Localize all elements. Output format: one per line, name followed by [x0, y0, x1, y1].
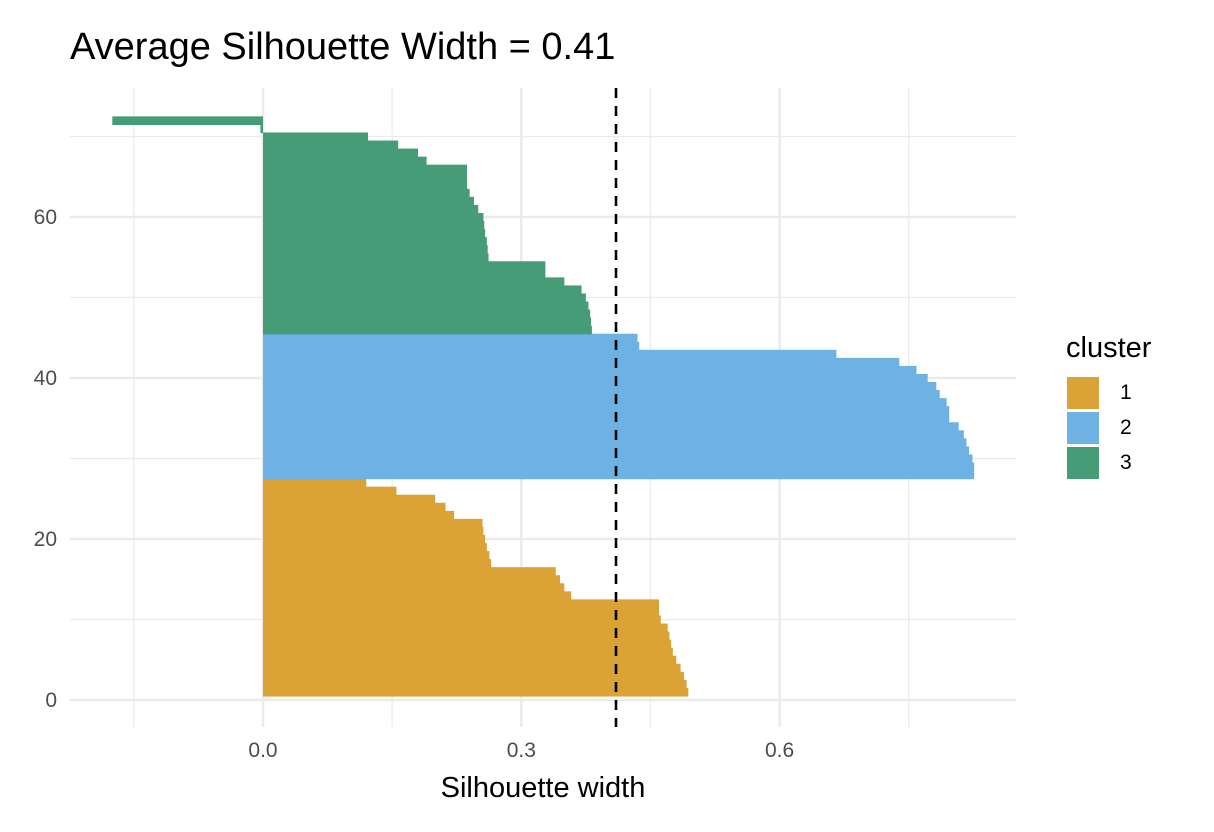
- silhouette-bar-cluster-1: [263, 623, 668, 633]
- silhouette-bar-cluster-3: [263, 309, 591, 319]
- silhouette-bar-cluster-3: [263, 237, 487, 246]
- silhouette-bar-cluster-3: [263, 293, 586, 303]
- silhouette-bar-cluster-3: [263, 229, 486, 238]
- silhouette-bar-cluster-3: [263, 261, 546, 270]
- silhouette-bar-cluster-3: [263, 196, 474, 206]
- silhouette-bar-cluster-1: [263, 494, 436, 504]
- x-tick-label: 0.0: [248, 739, 277, 762]
- silhouette-bar-cluster-3: [263, 277, 565, 287]
- silhouette-bar-cluster-3: [263, 317, 592, 327]
- legend-label-2: 2: [1120, 415, 1132, 439]
- silhouette-bar-cluster-1: [263, 671, 685, 681]
- silhouette-bar-cluster-1: [263, 615, 661, 625]
- legend: cluster 1 2 3: [1066, 332, 1151, 480]
- silhouette-bar-cluster-3: [263, 132, 369, 142]
- silhouette-bar-cluster-3: [112, 116, 263, 126]
- y-tick-label: 40: [34, 367, 57, 390]
- silhouette-bar-cluster-1: [263, 631, 670, 641]
- silhouette-bar-cluster-2: [263, 414, 950, 423]
- legend-label-1: 1: [1120, 380, 1132, 404]
- silhouette-bar-cluster-3: [263, 253, 489, 262]
- silhouette-bar-cluster-2: [263, 470, 975, 480]
- silhouette-bar-cluster-1: [263, 518, 483, 528]
- silhouette-bar-cluster-1: [263, 510, 455, 520]
- y-tick-label: 0: [45, 689, 57, 712]
- legend-title: cluster: [1066, 332, 1152, 364]
- silhouette-bar-cluster-1: [263, 607, 660, 617]
- y-tick-label: 20: [34, 528, 57, 551]
- silhouette-bar-cluster-1: [263, 534, 486, 544]
- silhouette-bar-cluster-3: [263, 172, 468, 182]
- x-tick-label: 0.6: [765, 739, 794, 762]
- silhouette-bar-cluster-1: [263, 543, 487, 552]
- silhouette-bar-cluster-3: [263, 285, 582, 295]
- silhouette-bar-cluster-3: [260, 124, 263, 134]
- silhouette-bar-cluster-3: [263, 148, 418, 158]
- x-axis-label: Silhouette width: [441, 772, 646, 804]
- silhouette-bar-cluster-3: [263, 212, 484, 222]
- silhouette-bar-cluster-1: [263, 599, 660, 609]
- silhouette-bar-cluster-1: [263, 687, 689, 697]
- silhouette-bar-cluster-1: [263, 502, 446, 512]
- silhouette-bar-cluster-1: [263, 575, 561, 584]
- silhouette-bar-cluster-1: [263, 655, 677, 665]
- x-axis-ticks: 0.0 0.3 0.6: [248, 739, 794, 762]
- silhouette-bar-cluster-2: [263, 438, 967, 448]
- silhouette-bar-cluster-3: [263, 204, 479, 214]
- legend-item-3: 3: [1066, 445, 1151, 480]
- y-tick-label: 60: [34, 206, 57, 229]
- silhouette-bar-cluster-2: [263, 422, 959, 431]
- silhouette-bar-cluster-2: [263, 406, 950, 415]
- silhouette-bar-cluster-2: [263, 398, 947, 407]
- legend-swatch-2: [1066, 410, 1100, 445]
- silhouette-bar-cluster-2: [263, 373, 928, 383]
- silhouette-bar-cluster-2: [263, 382, 937, 391]
- silhouette-bar-cluster-3: [263, 301, 589, 311]
- legend-label-3: 3: [1120, 450, 1132, 474]
- silhouette-bar-cluster-2: [263, 390, 940, 399]
- legend-swatch-1: [1066, 375, 1100, 410]
- silhouette-bar-cluster-1: [263, 663, 681, 673]
- silhouette-bar-cluster-3: [263, 325, 592, 335]
- silhouette-bar-cluster-1: [263, 551, 490, 560]
- silhouette-bar-cluster-1: [263, 526, 484, 536]
- silhouette-bars: [112, 116, 975, 697]
- silhouette-bar-cluster-3: [263, 140, 399, 150]
- silhouette-bar-cluster-2: [263, 430, 964, 439]
- silhouette-bar-cluster-3: [263, 156, 427, 166]
- silhouette-bar-cluster-3: [263, 164, 468, 174]
- silhouette-bar-cluster-2: [263, 365, 917, 375]
- silhouette-bar-cluster-1: [263, 486, 397, 496]
- silhouette-bar-cluster-3: [263, 269, 546, 278]
- silhouette-bar-cluster-3: [263, 221, 485, 230]
- silhouette-bar-cluster-2: [263, 333, 638, 343]
- silhouette-bar-cluster-2: [263, 341, 640, 351]
- x-tick-label: 0.3: [507, 739, 536, 762]
- silhouette-bar-cluster-2: [263, 357, 900, 367]
- legend-swatch-3: [1066, 445, 1100, 480]
- silhouette-bar-cluster-1: [263, 639, 672, 649]
- silhouette-bar-cluster-3: [263, 188, 470, 198]
- silhouette-bar-cluster-1: [263, 591, 572, 600]
- silhouette-bar-cluster-3: [263, 245, 488, 254]
- legend-item-1: 1: [1066, 375, 1151, 410]
- chart-title: Average Silhouette Width = 0.41: [70, 26, 616, 68]
- silhouette-bar-cluster-1: [263, 559, 492, 568]
- silhouette-bar-cluster-1: [263, 583, 565, 592]
- silhouette-bar-cluster-2: [263, 349, 837, 359]
- y-axis-ticks: 0 20 40 60: [34, 206, 57, 712]
- silhouette-bar-cluster-1: [263, 679, 687, 689]
- silhouette-bar-cluster-1: [263, 478, 367, 488]
- silhouette-bar-cluster-2: [263, 462, 975, 472]
- silhouette-bar-cluster-2: [263, 454, 973, 464]
- silhouette-bar-cluster-3: [263, 180, 468, 190]
- silhouette-bar-cluster-1: [263, 647, 673, 657]
- silhouette-bar-cluster-1: [263, 567, 556, 576]
- legend-item-2: 2: [1066, 410, 1151, 445]
